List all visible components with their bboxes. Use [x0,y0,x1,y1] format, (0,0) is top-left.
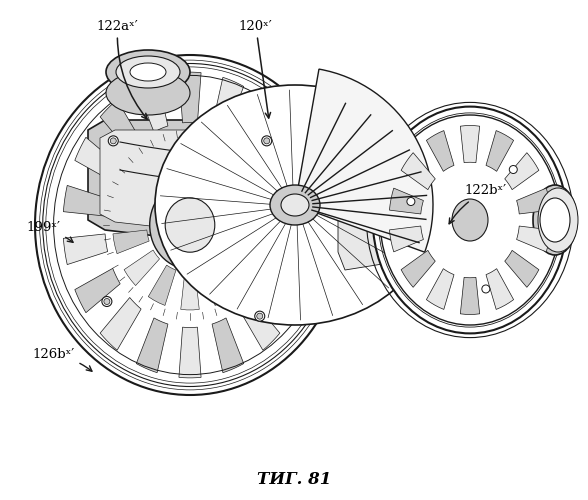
Polygon shape [401,250,435,288]
Polygon shape [75,138,120,182]
Polygon shape [239,298,280,350]
Polygon shape [212,78,243,132]
Polygon shape [272,234,316,264]
Text: 122aˣ′: 122aˣ′ [96,20,147,119]
Ellipse shape [150,181,230,269]
Ellipse shape [116,56,180,88]
Wedge shape [295,69,433,252]
Polygon shape [239,100,280,152]
Polygon shape [100,298,141,350]
Polygon shape [148,265,176,306]
Ellipse shape [35,55,345,395]
Polygon shape [401,152,435,190]
Polygon shape [113,196,149,220]
Polygon shape [260,138,305,182]
Polygon shape [460,278,480,314]
Circle shape [262,136,272,146]
Polygon shape [389,226,423,252]
Polygon shape [179,327,201,378]
Polygon shape [272,186,316,216]
Polygon shape [64,234,108,264]
Ellipse shape [106,50,190,94]
Polygon shape [231,196,267,220]
Circle shape [407,198,415,205]
Polygon shape [400,155,495,260]
Polygon shape [486,130,513,172]
Text: ΤИГ. 81: ΤИГ. 81 [257,470,331,488]
Circle shape [509,166,517,173]
Ellipse shape [373,106,567,334]
Polygon shape [505,152,539,190]
Polygon shape [338,148,412,270]
Polygon shape [100,130,255,235]
Polygon shape [220,164,256,200]
Polygon shape [486,268,513,310]
Polygon shape [212,318,243,372]
Polygon shape [148,144,176,185]
Polygon shape [426,268,454,310]
Circle shape [104,298,110,304]
Ellipse shape [538,188,578,252]
Polygon shape [136,78,168,132]
Circle shape [264,138,270,144]
Polygon shape [88,120,265,245]
Ellipse shape [155,85,435,325]
Circle shape [257,313,263,319]
Polygon shape [204,265,232,306]
Ellipse shape [452,199,488,241]
Polygon shape [204,144,232,185]
Polygon shape [460,126,480,162]
Polygon shape [124,250,159,286]
Ellipse shape [165,198,215,252]
Polygon shape [181,140,199,177]
Polygon shape [260,268,305,312]
Circle shape [482,285,490,293]
Polygon shape [330,135,430,285]
Polygon shape [113,230,149,254]
Polygon shape [136,318,168,372]
Ellipse shape [270,185,320,225]
Text: 199ˣ′: 199ˣ′ [26,221,73,242]
Polygon shape [505,250,539,288]
Ellipse shape [130,63,166,81]
Circle shape [102,296,112,306]
Polygon shape [231,230,267,254]
Ellipse shape [540,198,570,242]
Polygon shape [426,130,454,172]
Circle shape [255,311,265,321]
Ellipse shape [533,185,577,255]
Circle shape [111,138,116,144]
Polygon shape [179,72,201,123]
Polygon shape [517,226,550,252]
Polygon shape [124,164,159,200]
Ellipse shape [106,71,190,115]
Polygon shape [517,188,550,214]
Polygon shape [181,272,199,310]
Polygon shape [75,268,120,312]
Ellipse shape [380,115,560,325]
Polygon shape [220,250,256,286]
Text: 120ˣ′: 120ˣ′ [239,20,273,118]
Circle shape [108,136,118,146]
Polygon shape [64,186,108,216]
Polygon shape [100,100,141,152]
Text: 122bˣ′: 122bˣ′ [449,184,507,224]
Text: 126bˣ′: 126bˣ′ [32,348,92,371]
Polygon shape [389,188,423,214]
Ellipse shape [281,194,309,216]
